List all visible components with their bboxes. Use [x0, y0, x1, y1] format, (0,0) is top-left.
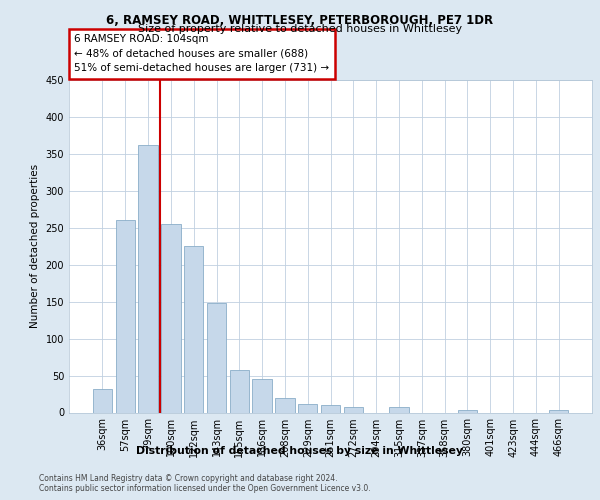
Bar	[298, 404, 317, 412]
Bar	[139, 145, 158, 412]
Bar	[116, 220, 135, 412]
Y-axis label: Number of detached properties: Number of detached properties	[30, 164, 40, 328]
Bar	[389, 406, 409, 412]
Bar	[230, 370, 249, 412]
Text: Contains HM Land Registry data © Crown copyright and database right 2024.: Contains HM Land Registry data © Crown c…	[39, 474, 337, 483]
Text: Size of property relative to detached houses in Whittlesey: Size of property relative to detached ho…	[138, 24, 462, 34]
Bar	[207, 303, 226, 412]
Text: 6 RAMSEY ROAD: 104sqm
← 48% of detached houses are smaller (688)
51% of semi-det: 6 RAMSEY ROAD: 104sqm ← 48% of detached …	[74, 34, 329, 74]
Bar	[321, 405, 340, 412]
Text: 6, RAMSEY ROAD, WHITTLESEY, PETERBOROUGH, PE7 1DR: 6, RAMSEY ROAD, WHITTLESEY, PETERBOROUGH…	[106, 14, 494, 27]
Bar	[344, 406, 363, 412]
Bar	[161, 224, 181, 412]
Bar	[549, 410, 568, 412]
Bar	[253, 379, 272, 412]
Text: Distribution of detached houses by size in Whittlesey: Distribution of detached houses by size …	[137, 446, 464, 456]
Bar	[275, 398, 295, 412]
Bar	[184, 246, 203, 412]
Text: Contains public sector information licensed under the Open Government Licence v3: Contains public sector information licen…	[39, 484, 371, 493]
Bar	[93, 389, 112, 412]
Bar	[458, 410, 477, 412]
